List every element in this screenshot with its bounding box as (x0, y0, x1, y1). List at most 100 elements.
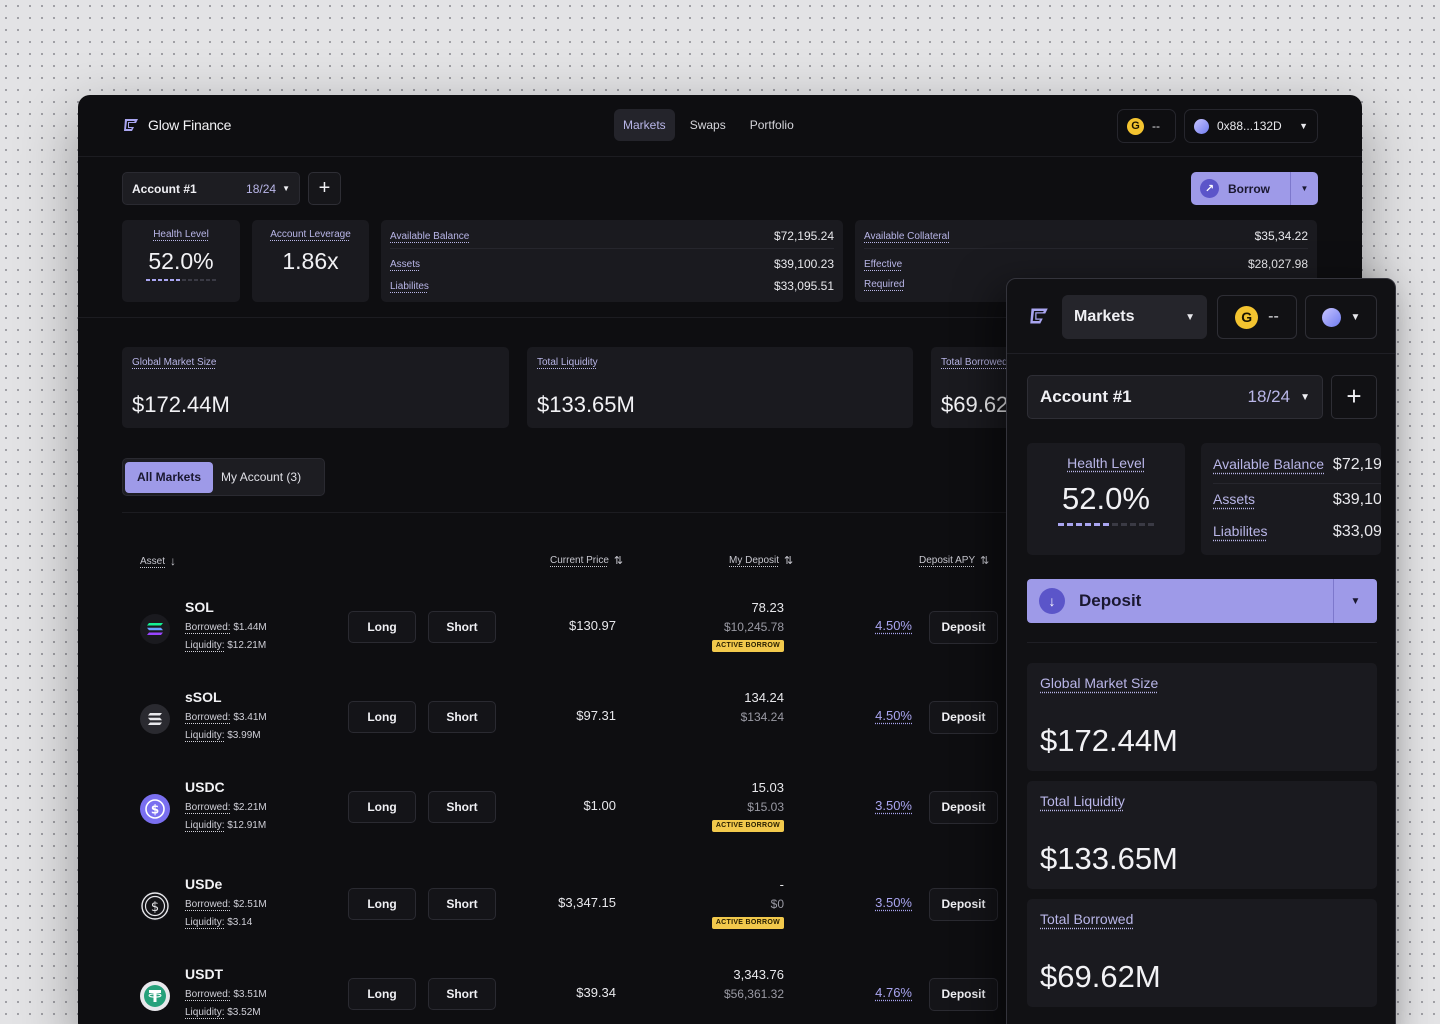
deposit-usd: $15.03 (747, 800, 784, 814)
sort-icon: ⇅ (613, 555, 624, 567)
active-borrow-badge: ACTIVE BORROW (711, 820, 784, 832)
liabilities-label: Liabilites (1213, 523, 1268, 539)
mobile-global-market-size-card: Global Market Size $172.44M (1027, 663, 1377, 771)
deposit-apy[interactable]: 3.50% (875, 798, 912, 813)
short-button[interactable]: Short (428, 791, 496, 823)
mobile-total-borrowed-card: Total Borrowed $69.62M (1027, 899, 1377, 1007)
borrowed-value: $3.51M (233, 989, 267, 1000)
deposit-amount: 3,343.76 (733, 967, 784, 982)
header-apy[interactable]: Deposit APY ⇅ (919, 554, 989, 567)
mobile-account-selector[interactable]: Account #1 18/24 ▼ (1027, 375, 1323, 419)
glow-token-icon: G (1127, 117, 1144, 135)
header-deposit[interactable]: My Deposit ⇅ (729, 554, 793, 567)
deposit-button[interactable]: Deposit (929, 978, 998, 1011)
tab-swaps[interactable]: Swaps (689, 118, 726, 132)
deposit-apy[interactable]: 4.50% (875, 618, 912, 633)
deposit-button[interactable]: Deposit (929, 791, 998, 824)
deposit-apy[interactable]: 4.76% (875, 985, 912, 1000)
global-market-size-label: Global Market Size (1040, 675, 1159, 691)
current-price: $39.34 (576, 985, 616, 1000)
header-price[interactable]: Current Price ⇅ (550, 554, 623, 567)
account-selector[interactable]: Account #1 18/24 ▼ (122, 172, 300, 205)
long-button[interactable]: Long (348, 978, 416, 1010)
health-label: Health Level (1067, 455, 1145, 471)
table-row[interactable]: sSOL Borrowed: $3.41M Liquidity: $3.99M … (78, 685, 1078, 755)
tab-portfolio[interactable]: Portfolio (749, 118, 794, 132)
tab-markets[interactable]: Markets (614, 109, 675, 141)
mobile-add-account-button[interactable]: + (1331, 375, 1377, 419)
assets-value: $39,100.23 (773, 257, 834, 271)
health-meter (1027, 523, 1185, 526)
arrow-up-right-icon: ↗ (1200, 179, 1219, 198)
add-account-button[interactable]: + (308, 172, 341, 205)
deposit-button[interactable]: Deposit (929, 611, 998, 644)
mobile-wallet-pill[interactable]: ▼ (1305, 295, 1377, 339)
global-market-size-card: Global Market Size $172.44M (122, 347, 509, 428)
market-filter: All Markets My Account (3) (122, 458, 325, 496)
svg-text:$: $ (151, 803, 159, 817)
table-row[interactable]: $ USDC Borrowed: $2.21M Liquidity: $12.9… (78, 775, 1078, 845)
deposit-apy[interactable]: 3.50% (875, 895, 912, 910)
long-button[interactable]: Long (348, 701, 416, 733)
borrowed-label: Borrowed: (185, 712, 231, 723)
long-button[interactable]: Long (348, 791, 416, 823)
total-liquidity-label: Total Liquidity (537, 357, 598, 368)
header-asset[interactable]: Asset ↓ (140, 554, 176, 568)
active-borrow-badge: ACTIVE BORROW (711, 917, 784, 929)
asset-symbol: SOL (185, 599, 214, 615)
table-row[interactable]: USDT Borrowed: $3.51M Liquidity: $3.52M … (78, 962, 1078, 1024)
deposit-button[interactable]: Deposit (929, 888, 998, 921)
assets-value: $39,100.23 (1332, 491, 1381, 508)
total-liquidity-label: Total Liquidity (1040, 793, 1125, 809)
long-button[interactable]: Long (348, 888, 416, 920)
tab-all-markets[interactable]: All Markets (125, 461, 214, 493)
tab-my-account[interactable]: My Account (3) (221, 470, 302, 484)
wallet-pill[interactable]: 0x88...132D ▼ (1184, 109, 1318, 143)
svg-text:$: $ (151, 900, 159, 915)
chevron-down-icon: ▼ (1300, 391, 1310, 403)
liquidity-label: Liquidity: (185, 730, 225, 741)
effective-label: Effective (864, 258, 903, 270)
mobile-nav-select[interactable]: Markets ▼ (1062, 295, 1207, 339)
plus-icon: + (1346, 381, 1362, 411)
health-meter (122, 279, 240, 281)
leverage-card: Account Leverage 1.86x (252, 220, 369, 302)
deposit-amount: 15.03 (751, 780, 784, 795)
token-balance-pill[interactable]: G -- (1117, 109, 1176, 143)
header-apy-label: Deposit APY (919, 555, 976, 566)
ssol-icon (140, 704, 170, 734)
borrow-dropdown-toggle[interactable]: ▼ (1290, 172, 1318, 205)
deposit-apy[interactable]: 4.50% (875, 708, 912, 723)
liquidity-value: $12.91M (227, 820, 267, 831)
liabilities-label: Liabilites (390, 280, 429, 292)
borrow-button[interactable]: ↗ Borrow ▼ (1191, 172, 1318, 205)
table-row[interactable]: $ USDe Borrowed: $2.51M Liquidity: $3.14… (78, 872, 1078, 942)
logo[interactable]: Glow Finance (122, 117, 231, 133)
app-name: Glow Finance (148, 117, 232, 133)
chevron-down-icon: ▼ (282, 184, 290, 193)
top-nav: Glow Finance Markets Swaps Portfolio G -… (78, 95, 1362, 157)
current-price: $3,347.15 (558, 895, 616, 910)
short-button[interactable]: Short (428, 888, 496, 920)
table-row[interactable]: SOL Borrowed: $1.44M Liquidity: $12.21M … (78, 595, 1078, 665)
assets-label: Assets (390, 258, 421, 270)
glow-logo-icon (124, 119, 138, 131)
asset-symbol: USDe (185, 876, 223, 892)
deposit-button[interactable]: Deposit (929, 701, 998, 734)
borrowed-label: Borrowed: (185, 622, 231, 633)
asset-borrowed: Borrowed: $2.21M (185, 802, 267, 813)
mobile-deposit-button[interactable]: ↓ Deposit ▼ (1027, 579, 1377, 623)
short-button[interactable]: Short (428, 611, 496, 643)
arrow-down-icon: ↓ (170, 554, 177, 568)
long-button[interactable]: Long (348, 611, 416, 643)
asset-symbol: USDC (185, 779, 225, 795)
short-button[interactable]: Short (428, 701, 496, 733)
deposit-dropdown-toggle[interactable]: ▼ (1333, 579, 1377, 623)
short-button[interactable]: Short (428, 978, 496, 1010)
deposit-usd: $134.24 (740, 710, 784, 724)
wallet-avatar-icon (1321, 307, 1341, 327)
active-borrow-badge: ACTIVE BORROW (711, 640, 784, 652)
mobile-token-pill[interactable]: G -- (1217, 295, 1297, 339)
asset-borrowed: Borrowed: $3.51M (185, 989, 267, 1000)
mobile-header: Markets ▼ G -- ▼ (1007, 279, 1395, 354)
